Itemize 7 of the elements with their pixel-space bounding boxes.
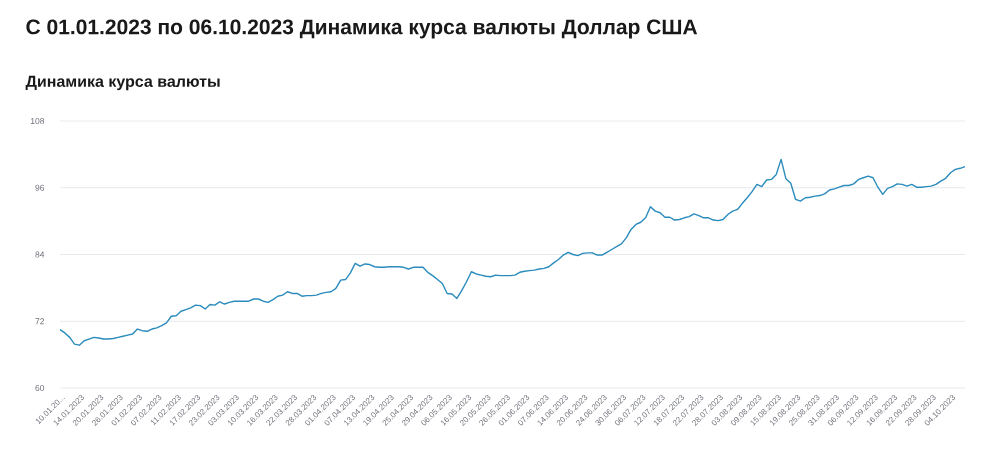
chart-subtitle: Динамика курса валюты bbox=[25, 75, 220, 91]
y-tick-label: 60 bbox=[35, 385, 45, 392]
y-tick-label: 108 bbox=[30, 118, 45, 125]
y-tick-label: 84 bbox=[35, 251, 45, 258]
y-tick-label: 96 bbox=[35, 184, 45, 191]
chart-title: С 01.01.2023 по 06.10.2023 Динамика курса валюты Доллар США bbox=[26, 19, 698, 39]
y-tick-label: 72 bbox=[35, 318, 45, 325]
